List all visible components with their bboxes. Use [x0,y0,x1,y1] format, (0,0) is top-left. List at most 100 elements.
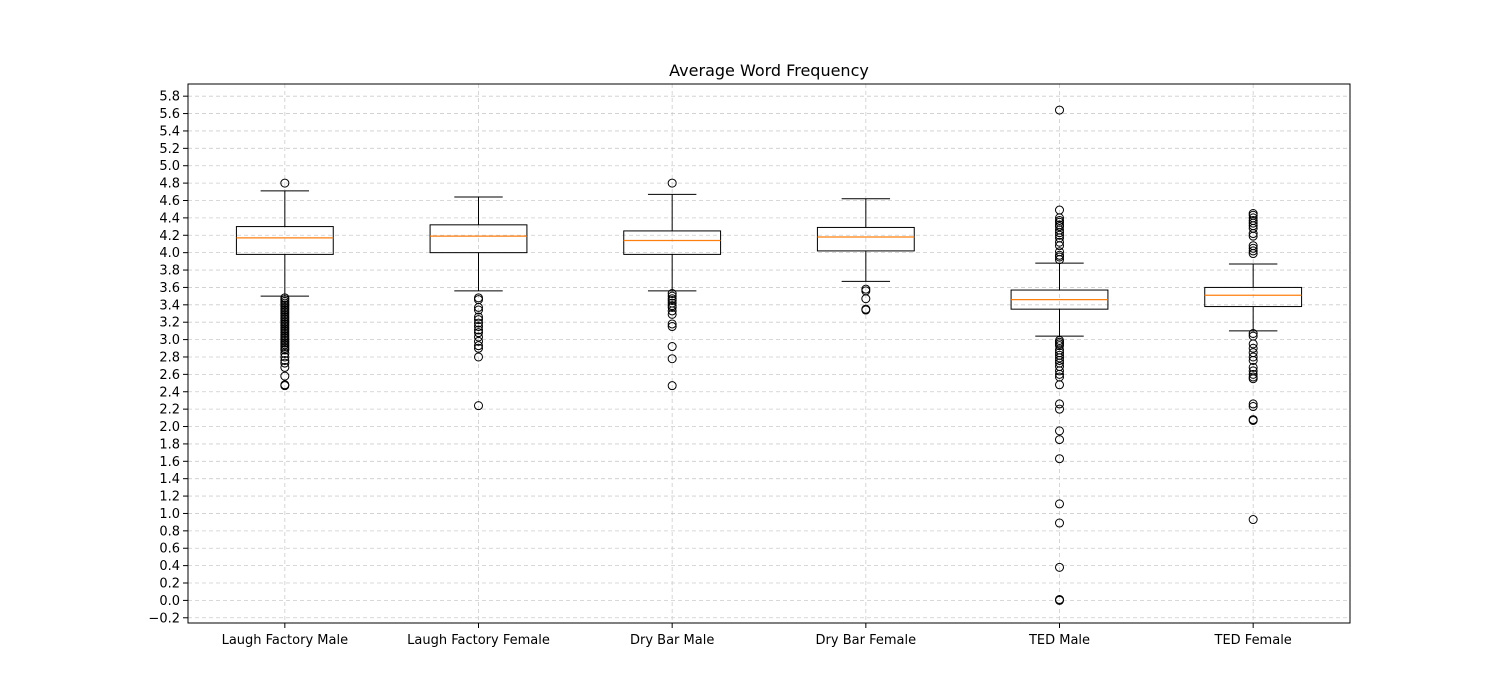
box-group-ted-female [1204,209,1303,525]
outlier-point [1248,339,1258,349]
y-tick-label: 3.4 [159,298,180,313]
outlier-point [667,291,677,301]
outlier-point [1248,415,1258,425]
outlier-point [1055,230,1064,240]
outlier-point [474,336,483,346]
outlier-point [1248,229,1258,239]
y-tick-label: 4.0 [159,246,180,261]
y-tick-label: 1.2 [159,490,180,505]
outlier-point [474,322,483,332]
outlier-point [1248,343,1258,353]
outlier-point [667,319,677,329]
outlier-point [1248,374,1258,384]
y-tick-label: 2.2 [159,403,180,418]
outlier-point [1055,105,1064,115]
y-tick-label: 3.6 [159,281,180,296]
y-tick-label: 4.2 [159,229,180,244]
y-tick-label: 3.0 [159,333,180,348]
y-tick-label: 0.4 [159,559,180,574]
outlier-point [667,342,677,352]
x-tick-label: Dry Bar Female [816,633,917,648]
outlier-point [1248,355,1258,365]
outlier-point [474,315,483,325]
y-tick-label: 2.0 [159,420,180,435]
outlier-point [280,381,290,391]
y-tick-label: 0.6 [159,542,180,557]
outlier-point [1055,380,1064,390]
outlier-point [1055,255,1064,265]
y-tick-label: 5.0 [159,159,180,174]
y-tick-label: 4.4 [159,211,180,226]
outlier-point [667,302,677,312]
outlier-point [1248,399,1258,409]
outlier-point [1248,243,1258,253]
x-tick-label: TED Male [1028,633,1090,648]
outlier-point [1248,249,1258,259]
outlier-point [1055,518,1064,528]
outlier-point [280,355,290,365]
outlier-point [1055,454,1064,464]
y-tick-label: 5.6 [159,107,180,122]
y-tick-label: 2.8 [159,350,180,365]
iqr-box [623,230,722,255]
outlier-point [1248,515,1258,525]
outlier-point [280,358,290,368]
outlier-point [474,325,483,335]
y-tick-label: 5.2 [159,142,180,157]
outlier-point [1055,426,1064,436]
outlier-point [474,312,483,322]
outlier-point [280,178,290,188]
outlier-point [1055,366,1064,376]
outlier-point [667,322,677,332]
outlier-point [1055,399,1064,409]
outlier-point [667,289,677,299]
outlier-point [1055,213,1064,223]
outlier-point [474,352,483,362]
outlier-point [667,178,677,188]
outlier-point [1248,362,1258,372]
y-tick-label: 5.4 [159,124,180,139]
y-tick-label: 5.8 [159,90,180,105]
outlier-point [1248,246,1258,256]
y-tick-label: 0.2 [159,577,180,592]
outlier-point [1248,369,1258,379]
outlier-point [667,381,677,391]
outlier-point [1055,241,1064,251]
iqr-box [235,226,334,255]
outlier-point [1055,222,1064,232]
outlier-point [474,302,483,312]
outlier-point [861,305,871,315]
outlier-point [1055,228,1064,238]
y-tick-label: 3.8 [159,264,180,279]
iqr-box [816,226,915,252]
y-tick-label: 0.8 [159,524,180,539]
outlier-point [280,345,290,355]
outlier-point [1248,402,1258,412]
outlier-point [667,309,677,319]
iqr-box [1204,286,1303,308]
y-tick-label: 1.4 [159,472,180,487]
outlier-point [1055,435,1064,445]
iqr-box [429,224,528,254]
y-tick-label: 1.8 [159,437,180,452]
outlier-point [280,349,290,358]
outlier-point [1055,237,1064,247]
plot-frame [187,83,1351,624]
box-group-dry-bar-male [623,178,722,391]
x-tick-label: TED Female [1214,633,1292,648]
outlier-point [667,295,677,305]
outlier-point [667,306,677,316]
y-tick-label: −0.2 [148,611,180,626]
chart-title: Average Word Frequency [669,61,869,80]
outlier-point [667,354,677,364]
outlier-point [1248,352,1258,362]
x-tick-label: Laugh Factory Male [222,633,348,648]
axis-layer: −0.2 0.0 0.2 0.4 0.6 0.8 1.0 1.2 1.4 1.6 1.8 2.0 2.2… [148,90,1291,648]
outlier-point [861,294,871,304]
outlier-point [280,352,290,362]
box-group-ted-male [1010,105,1109,605]
outlier-point [474,318,483,328]
y-tick-label: 1.6 [159,455,180,470]
